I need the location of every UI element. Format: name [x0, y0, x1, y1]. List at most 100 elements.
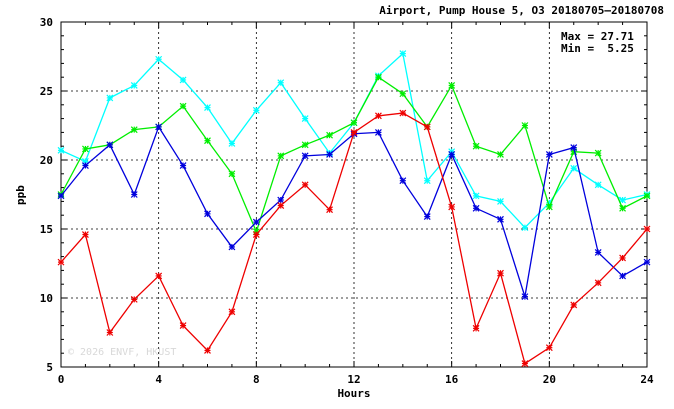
data-point — [106, 329, 114, 336]
data-point — [155, 55, 163, 63]
data-point — [81, 162, 89, 169]
data-point — [179, 322, 187, 330]
data-point — [228, 140, 236, 147]
data-point — [399, 90, 407, 98]
data-point — [277, 79, 285, 87]
data-point — [521, 224, 529, 232]
data-point — [497, 197, 504, 205]
data-point — [350, 128, 358, 136]
data-point — [570, 144, 578, 152]
data-point — [81, 231, 89, 238]
data-point — [594, 249, 602, 256]
data-point — [594, 149, 602, 157]
data-point — [326, 206, 334, 214]
data-point — [521, 360, 529, 367]
x-tick-label: 24 — [640, 373, 654, 386]
data-point — [57, 192, 65, 200]
series-line-0 — [60, 52, 648, 229]
data-point — [57, 146, 65, 154]
data-point — [130, 191, 138, 198]
y-tick-label: 5 — [46, 361, 53, 374]
data-point — [472, 192, 480, 200]
data-point — [497, 151, 504, 158]
data-point — [301, 152, 309, 160]
data-point — [594, 181, 602, 189]
data-point — [545, 151, 553, 158]
y-tick-label: 10 — [40, 292, 53, 305]
data-point — [594, 279, 602, 287]
data-point — [545, 344, 553, 352]
stats-min: Min = 5.25 — [561, 42, 634, 55]
series-group — [57, 50, 651, 367]
data-point — [130, 126, 138, 134]
data-point — [81, 145, 89, 153]
x-tick-label: 20 — [543, 373, 556, 386]
data-point — [619, 272, 627, 280]
x-tick-label: 12 — [347, 373, 360, 386]
data-point — [643, 225, 651, 233]
data-point — [155, 123, 163, 131]
data-point — [179, 76, 187, 84]
data-point — [228, 170, 236, 178]
data-point — [423, 123, 431, 131]
data-point — [374, 128, 382, 136]
data-point — [277, 202, 285, 209]
data-point — [155, 272, 163, 280]
data-point — [106, 141, 114, 149]
data-point — [277, 152, 285, 160]
data-point — [399, 109, 407, 117]
data-point — [374, 73, 382, 81]
data-point — [326, 151, 334, 158]
data-point — [228, 243, 236, 251]
data-point — [619, 204, 627, 212]
data-point — [350, 119, 358, 127]
data-point — [448, 82, 456, 89]
data-point — [472, 204, 480, 212]
axis-ticks: 0 4 8 12 16 20 24 5 10 15 20 25 30 — [40, 16, 654, 386]
y-tick-label: 30 — [40, 16, 53, 29]
data-point — [130, 295, 138, 303]
data-point — [106, 94, 114, 102]
data-point — [448, 151, 456, 158]
data-point — [497, 269, 504, 277]
data-point — [57, 258, 65, 266]
data-point — [204, 104, 211, 111]
data-point — [252, 218, 260, 226]
data-point — [472, 324, 480, 332]
data-point — [301, 115, 309, 123]
chart-title: Airport, Pump House 5, O3 20180705—20180… — [379, 4, 664, 17]
y-axis-label: ppb — [14, 185, 27, 205]
x-tick-label: 4 — [155, 373, 162, 386]
data-point — [472, 142, 480, 150]
data-point — [643, 192, 651, 200]
data-point — [228, 308, 236, 316]
data-point — [619, 196, 627, 204]
data-point — [301, 181, 309, 189]
data-point — [204, 137, 211, 145]
watermark: © 2026 ENVF, HKUST — [68, 347, 176, 358]
x-tick-label: 8 — [253, 373, 260, 386]
data-point — [521, 293, 529, 301]
data-point — [179, 102, 187, 110]
data-point — [643, 258, 651, 266]
data-point — [326, 131, 334, 139]
stats-max: Max = 27.71 — [561, 30, 634, 43]
data-point — [570, 301, 578, 309]
x-tick-label: 0 — [58, 373, 65, 386]
x-axis-label: Hours — [337, 387, 370, 400]
y-tick-label: 25 — [40, 85, 53, 98]
data-point — [301, 141, 309, 149]
data-point — [252, 231, 260, 238]
data-point — [521, 122, 529, 129]
data-point — [448, 203, 456, 211]
y-tick-label: 20 — [40, 154, 53, 167]
data-point — [204, 210, 211, 218]
data-point — [423, 177, 431, 185]
data-point — [545, 203, 553, 211]
data-point — [179, 162, 187, 169]
data-point — [423, 213, 431, 221]
x-tick-label: 16 — [445, 373, 459, 386]
data-point — [277, 196, 285, 204]
data-point — [619, 254, 627, 262]
